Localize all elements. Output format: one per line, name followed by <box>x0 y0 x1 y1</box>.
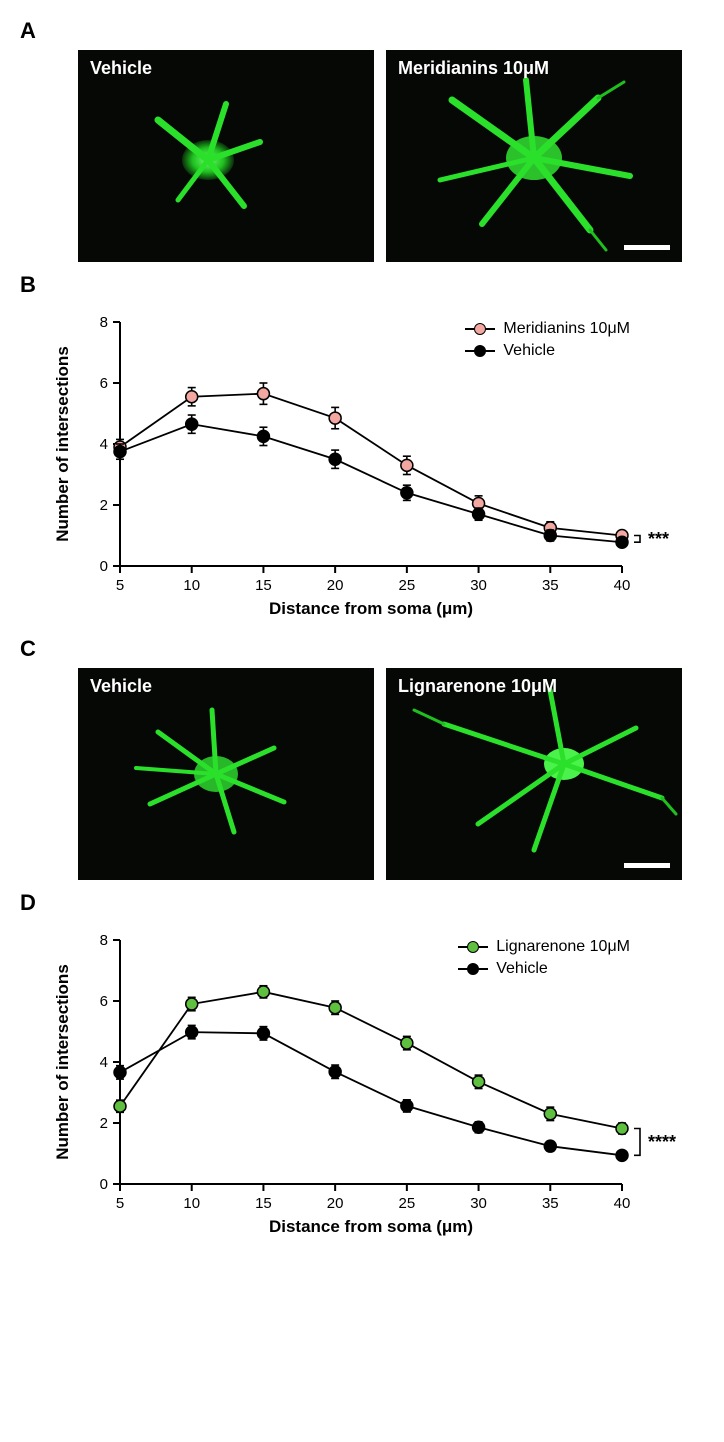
svg-text:2: 2 <box>100 497 108 514</box>
svg-text:40: 40 <box>614 577 631 594</box>
svg-text:40: 40 <box>614 1195 631 1212</box>
svg-text:10: 10 <box>183 1195 200 1212</box>
svg-text:30: 30 <box>470 577 487 594</box>
legend-row: Meridianins 10μM <box>465 320 630 338</box>
svg-text:35: 35 <box>542 577 559 594</box>
neuron-image-c-left <box>78 668 374 880</box>
significance-b: *** <box>648 529 669 550</box>
micrograph-a-treat: Meridianins 10μM <box>386 50 682 262</box>
micrograph-c-treat: Lignarenone 10μM <box>386 668 682 880</box>
svg-text:20: 20 <box>327 1195 344 1212</box>
svg-text:4: 4 <box>100 436 108 453</box>
panel-label-a: A <box>20 18 704 44</box>
micrograph-label: Vehicle <box>90 58 152 79</box>
svg-text:0: 0 <box>100 1176 108 1193</box>
legend-label: Meridianins 10μM <box>503 320 630 338</box>
svg-text:6: 6 <box>100 993 108 1010</box>
chart-b-legend: Meridianins 10μM Vehicle <box>465 320 630 364</box>
svg-text:10: 10 <box>183 577 200 594</box>
neuron-image-a-right <box>386 50 682 262</box>
micrograph-c-vehicle: Vehicle <box>78 668 374 880</box>
micrograph-label: Vehicle <box>90 676 152 697</box>
svg-text:5: 5 <box>116 577 124 594</box>
micrograph-a-vehicle: Vehicle <box>78 50 374 262</box>
legend-label: Lignarenone 10μM <box>496 938 630 956</box>
micrograph-label: Meridianins 10μM <box>398 58 549 79</box>
panel-label-c: C <box>20 636 704 662</box>
panel-a-micrographs: Vehicle Meridianins 10μM <box>56 50 704 262</box>
svg-text:Distance from soma (μm): Distance from soma (μm) <box>269 599 473 618</box>
svg-text:15: 15 <box>255 1195 272 1212</box>
svg-text:20: 20 <box>327 577 344 594</box>
svg-text:15: 15 <box>255 577 272 594</box>
legend-row: Lignarenone 10μM <box>458 938 630 956</box>
legend-marker <box>465 344 495 358</box>
neuron-image-a-left <box>78 50 374 262</box>
legend-marker <box>458 962 488 976</box>
panel-label-b: B <box>20 272 704 298</box>
svg-text:25: 25 <box>399 1195 416 1212</box>
svg-text:8: 8 <box>100 314 108 331</box>
legend-label: Vehicle <box>496 960 548 978</box>
legend-row: Vehicle <box>458 960 630 978</box>
svg-text:Distance from soma (μm): Distance from soma (μm) <box>269 1217 473 1236</box>
legend-marker <box>465 322 495 336</box>
scale-bar <box>624 863 670 868</box>
svg-text:30: 30 <box>470 1195 487 1212</box>
chart-d-legend: Lignarenone 10μM Vehicle <box>458 938 630 982</box>
panel-c-micrographs: Vehicle Lignarenone 10μM <box>56 668 704 880</box>
svg-text:6: 6 <box>100 375 108 392</box>
significance-d: **** <box>648 1132 676 1153</box>
svg-text:35: 35 <box>542 1195 559 1212</box>
legend-marker <box>458 940 488 954</box>
svg-text:Number of intersections: Number of intersections <box>53 964 72 1160</box>
svg-text:2: 2 <box>100 1115 108 1132</box>
micrograph-label: Lignarenone 10μM <box>398 676 557 697</box>
svg-text:4: 4 <box>100 1054 108 1071</box>
svg-text:Number of intersections: Number of intersections <box>53 346 72 542</box>
svg-text:8: 8 <box>100 932 108 949</box>
svg-text:0: 0 <box>100 558 108 575</box>
svg-text:5: 5 <box>116 1195 124 1212</box>
neuron-image-c-right <box>386 668 682 880</box>
svg-text:25: 25 <box>399 577 416 594</box>
chart-d: 0 2 4 6 8 5 10 15 20 25 30 35 40 Number of intersecti… <box>42 922 682 1242</box>
panel-label-d: D <box>20 890 704 916</box>
chart-b: 0 2 4 6 8 5 10 15 20 25 30 35 40 Number of intersecti… <box>42 304 682 624</box>
legend-row: Vehicle <box>465 342 630 360</box>
scale-bar <box>624 245 670 250</box>
legend-label: Vehicle <box>503 342 555 360</box>
